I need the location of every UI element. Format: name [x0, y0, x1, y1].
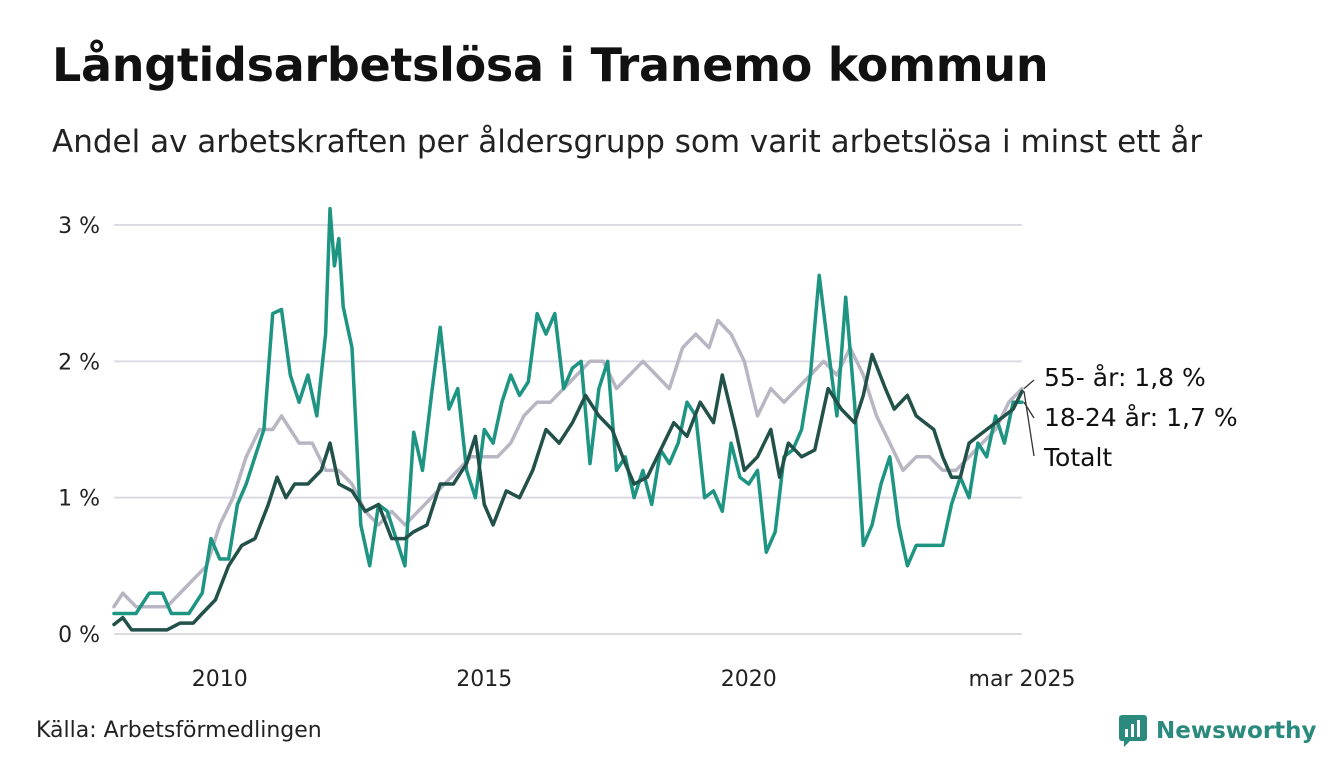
chart-title: Långtidsarbetslösa i Tranemo kommun	[52, 38, 1049, 92]
x-tick-label: 2010	[192, 667, 248, 692]
y-tick-label: 2 %	[58, 350, 100, 375]
source-note: Källa: Arbetsförmedlingen	[36, 718, 322, 743]
series-line-2	[112, 352, 1024, 632]
series-end-label: 55- år: 1,8 %	[1044, 363, 1206, 392]
brand-logo: Newsworthy	[1118, 712, 1317, 750]
leader-line	[1023, 379, 1035, 390]
y-tick-label: 3 %	[58, 214, 100, 239]
newsworthy-logo-icon	[1119, 715, 1147, 747]
brand-name: Newsworthy	[1156, 718, 1317, 744]
y-tick-label: 0 %	[58, 623, 100, 648]
x-tick-label: mar 2025	[969, 667, 1076, 692]
series-end-label: 18-24 år: 1,7 %	[1044, 403, 1238, 432]
series-end-label: Totalt	[1043, 443, 1112, 472]
x-tick-label: 2015	[456, 667, 512, 692]
series-line-1	[112, 206, 1024, 616]
chart-subtitle: Andel av arbetskraften per åldersgrupp s…	[52, 124, 1203, 160]
leader-line	[1023, 391, 1035, 457]
x-tick-label: 2020	[721, 667, 777, 692]
y-tick-label: 1 %	[58, 487, 100, 512]
